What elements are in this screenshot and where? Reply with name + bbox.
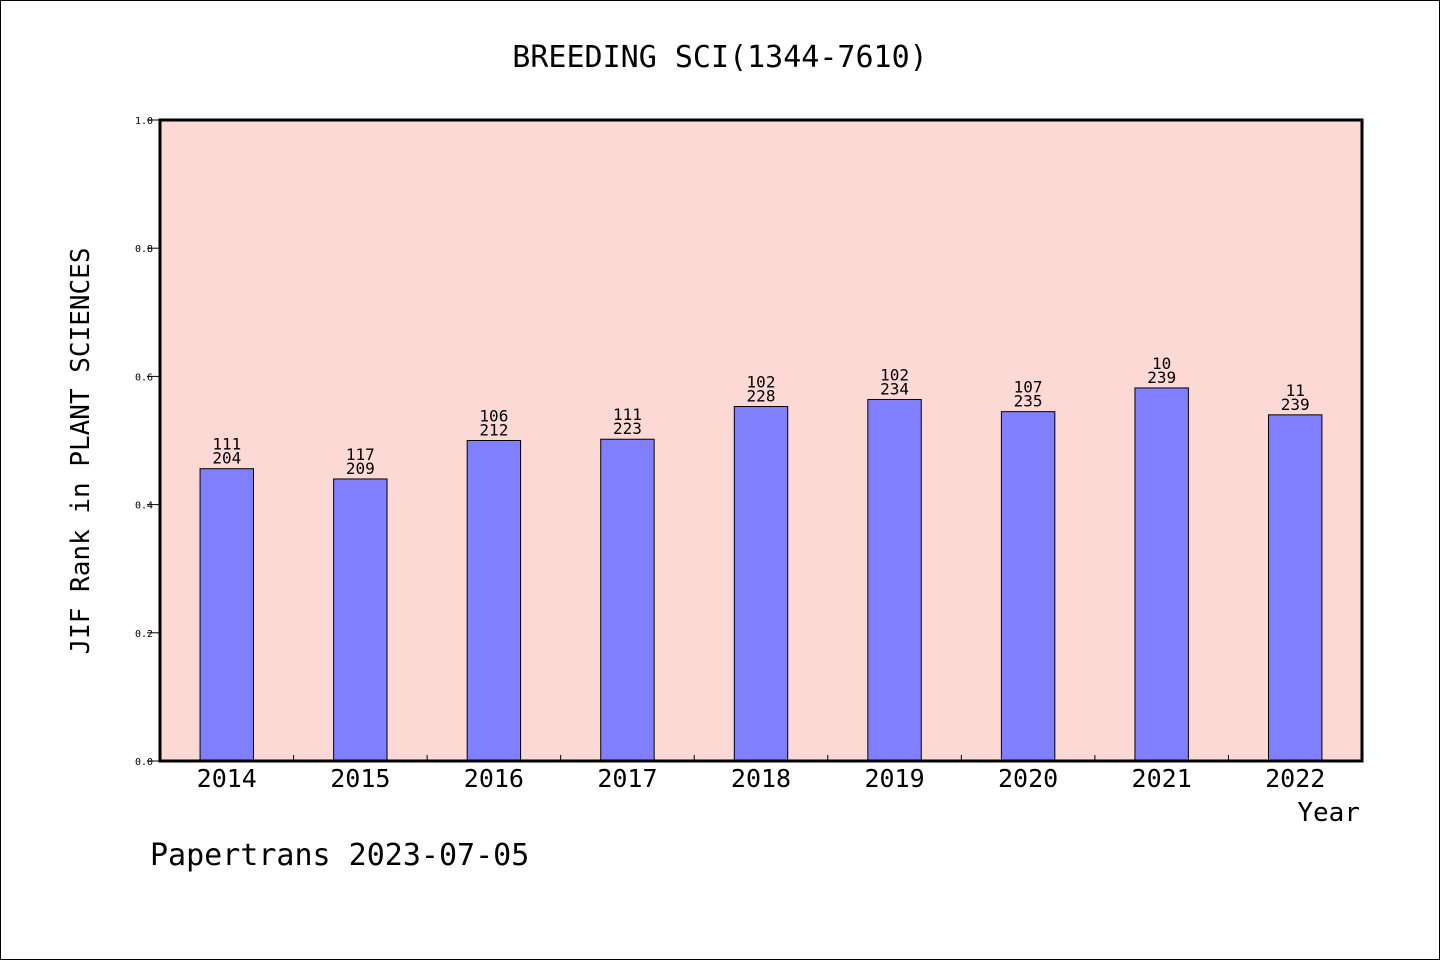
bar-2021 [1134, 387, 1189, 762]
chart-title: BREEDING SCI(1344-7610) [512, 40, 927, 75]
bar-label-rank-2016: 106 [479, 407, 508, 426]
bar-2018 [733, 406, 789, 762]
plot-border [158, 118, 1364, 763]
x-tick-label-2018: 2018 [731, 764, 791, 793]
bar-2017 [600, 438, 655, 762]
bar-label-total-2015: 209 [346, 459, 375, 478]
x-axis-label: Year [1297, 798, 1360, 828]
bars-group [199, 387, 1323, 762]
x-tick-label-2015: 2015 [330, 764, 390, 793]
bar-label-rank-2022: 11 [1286, 381, 1305, 400]
bar-label-total-2022: 239 [1281, 395, 1310, 414]
bar-label-rank-2017: 111 [613, 405, 642, 424]
bar-label-rank-2020: 107 [1014, 378, 1043, 397]
x-axis: 2014 2015 2016 2017 2018 2019 2020 2021 2022 [197, 755, 1325, 793]
y-tick-label-0.8: 0.8 [135, 244, 153, 255]
y-axis-label: JIF Rank in PLANT SCIENCES [66, 248, 96, 655]
bar-2016 [466, 440, 522, 762]
x-tick-label-2016: 2016 [464, 764, 524, 793]
y-tick-label-0.2: 0.2 [135, 629, 153, 640]
bar-label-total-2021: 239 [1147, 368, 1176, 387]
bar-label-total-2016: 212 [479, 421, 508, 440]
bar-label-total-2019: 234 [880, 379, 909, 398]
x-tick-label-2019: 2019 [864, 764, 924, 793]
bar-label-rank-2019: 102 [880, 365, 909, 384]
bar-label-rank-2015: 117 [346, 445, 375, 464]
y-tick-label-0.4: 0.4 [135, 501, 153, 512]
y-axis: 0.0 0.2 0.4 0.6 0.8 1.0 [135, 116, 160, 768]
footer-text: Papertrans 2023-07-05 [150, 838, 529, 873]
bar-2015 [333, 478, 388, 762]
bar-2014 [199, 468, 254, 762]
bar-label-rank-2018: 102 [747, 373, 776, 392]
bar-label-rank-2021: 10 [1152, 354, 1171, 373]
x-tick-label-2022: 2022 [1265, 764, 1325, 793]
x-tick-label-2014: 2014 [197, 764, 257, 793]
bar-label-total-2017: 223 [613, 419, 642, 438]
bar-2022 [1268, 414, 1323, 762]
bar-label-total-2020: 235 [1014, 392, 1043, 411]
y-tick-label-1.0: 1.0 [135, 116, 153, 127]
bar-2019 [867, 398, 922, 762]
y-tick-label-0.0: 0.0 [135, 757, 153, 768]
x-tick-label-2021: 2021 [1132, 764, 1192, 793]
bar-label-rank-2014: 111 [212, 435, 241, 454]
bar-label-total-2018: 228 [747, 387, 776, 406]
y-tick-label-0.6: 0.6 [135, 372, 153, 383]
x-tick-label-2017: 2017 [597, 764, 657, 793]
bar-label-total-2014: 204 [212, 449, 241, 468]
x-tick-label-2020: 2020 [998, 764, 1058, 793]
bar-2020 [1000, 411, 1056, 762]
